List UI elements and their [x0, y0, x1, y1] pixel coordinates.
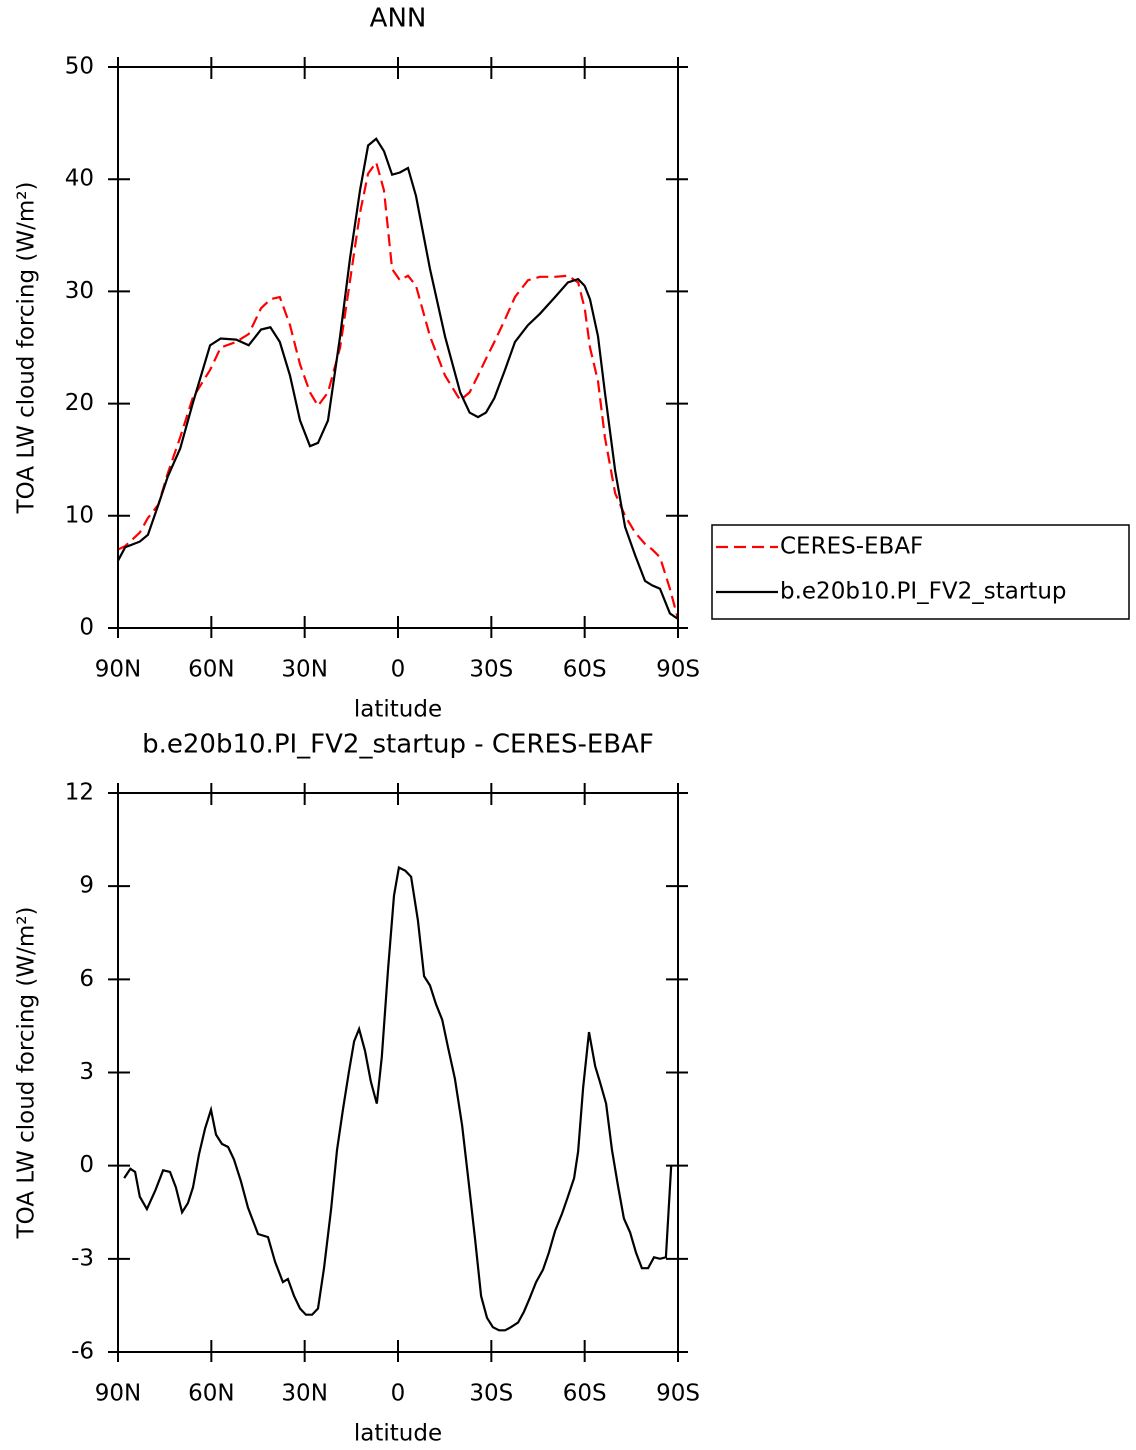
x-tick-label: 60S: [563, 1381, 607, 1407]
y-axis-label: TOA LW cloud forcing (W/m²): [14, 182, 40, 515]
data-line: [117, 159, 680, 620]
chart-title: ANN: [370, 4, 427, 34]
y-tick-label: 0: [79, 615, 94, 641]
x-tick-label: 60S: [563, 657, 607, 683]
legend-label: b.e20b10.PI_FV2_startup: [780, 579, 1067, 605]
data-line: [117, 137, 679, 620]
x-tick-label: 60N: [188, 1381, 234, 1407]
y-tick-label: -6: [71, 1339, 94, 1365]
y-tick-label: 20: [65, 390, 94, 416]
x-tick-label: 90S: [656, 1381, 700, 1407]
x-tick-label: 0: [391, 657, 406, 683]
y-tick-label: 9: [79, 873, 94, 899]
x-tick-label: 90N: [95, 657, 141, 683]
x-tick-label: 30S: [469, 1381, 513, 1407]
y-tick-label: 50: [65, 54, 94, 80]
y-tick-label: 6: [79, 966, 94, 992]
y-tick-label: 40: [65, 166, 94, 192]
legend-box: [711, 524, 1130, 620]
y-tick-label: -3: [71, 1245, 94, 1271]
x-tick-label: 30N: [281, 657, 327, 683]
y-tick-label: 12: [65, 780, 94, 806]
x-axis-label: latitude: [354, 1421, 442, 1447]
y-tick-label: 10: [65, 502, 94, 528]
data-line: [123, 865, 673, 1332]
y-axis-label: TOA LW cloud forcing (W/m²): [14, 907, 40, 1240]
y-tick-label: 30: [65, 278, 94, 304]
x-tick-label: 30N: [281, 1381, 327, 1407]
x-axis-label: latitude: [354, 697, 442, 723]
chart-title: b.e20b10.PI_FV2_startup - CERES-EBAF: [142, 730, 654, 760]
plot-frame: [117, 66, 679, 629]
x-tick-label: 60N: [188, 657, 234, 683]
x-tick-label: 90N: [95, 1381, 141, 1407]
legend-label: CERES-EBAF: [780, 534, 923, 560]
x-tick-label: 30S: [469, 657, 513, 683]
x-tick-label: 90S: [656, 657, 700, 683]
y-tick-label: 0: [79, 1152, 94, 1178]
y-tick-label: 3: [79, 1059, 94, 1085]
plot-frame: [117, 792, 679, 1353]
x-tick-label: 0: [391, 1381, 406, 1407]
